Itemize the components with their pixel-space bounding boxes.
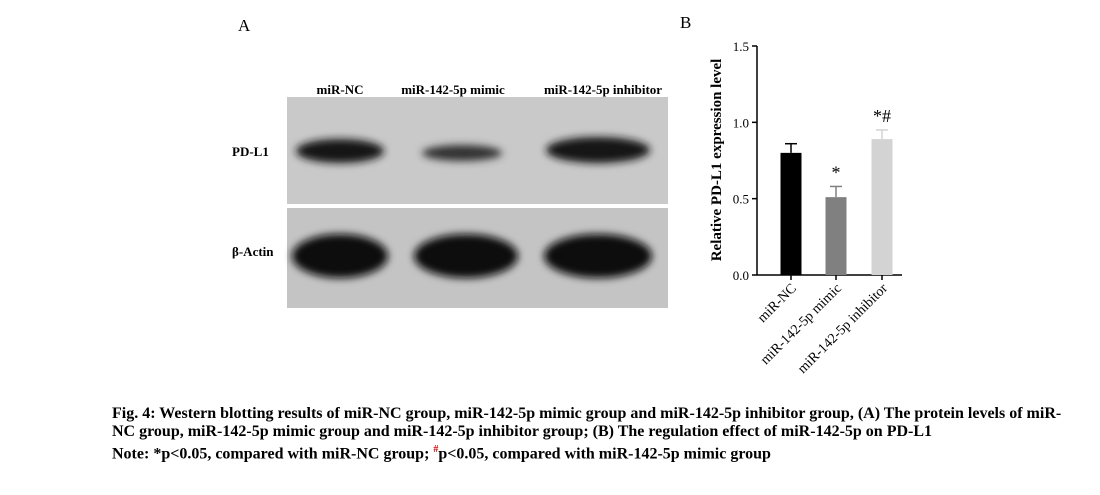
caption: Fig. 4: Western blotting results of miR-… [112, 405, 1072, 463]
row-label: β-Actin [232, 244, 274, 259]
y-tick-label: 0.5 [733, 192, 749, 207]
x-tick-label: miR-NC [755, 281, 800, 326]
bar [871, 139, 893, 275]
band [544, 234, 652, 278]
band [414, 234, 518, 278]
bar [825, 197, 847, 275]
caption-note: Note: *p<0.05, compared with miR-NC grou… [112, 441, 1072, 463]
band [422, 145, 502, 161]
band [546, 137, 650, 163]
band [292, 234, 388, 278]
y-tick-label: 1.5 [733, 39, 749, 54]
y-tick-label: 0.0 [733, 268, 749, 283]
bands [292, 137, 652, 278]
figure: A miR-NC miR-142-5p mimic miR-142-5p inh… [232, 13, 902, 377]
panel-label: B [680, 13, 691, 32]
bar [780, 152, 802, 275]
x-tick-label: miR-142-5p inhibitor [795, 281, 891, 377]
note-text: Note: *p<0.05, compared with miR-NC grou… [112, 445, 434, 463]
lane-label: miR-NC [317, 82, 364, 97]
y-axis-label: Relative PD-L1 expression level [709, 59, 725, 262]
significance-mark: *# [873, 106, 891, 126]
panel-label: A [238, 16, 251, 35]
note-symbol: # [433, 444, 439, 455]
row-label: PD-L1 [232, 144, 269, 159]
lane-label: miR-142-5p mimic [401, 82, 505, 97]
note-text: p<0.05, compared with miR-142-5p mimic g… [438, 445, 771, 463]
band [296, 139, 384, 163]
x-tick-label: miR-142-5p mimic [758, 281, 845, 368]
caption-title: Fig. 4: Western blotting results of miR-… [112, 405, 1062, 440]
lane-label: miR-142-5p inhibitor [544, 82, 662, 97]
significance-mark: * [832, 162, 841, 182]
y-tick-label: 1.0 [733, 115, 749, 130]
